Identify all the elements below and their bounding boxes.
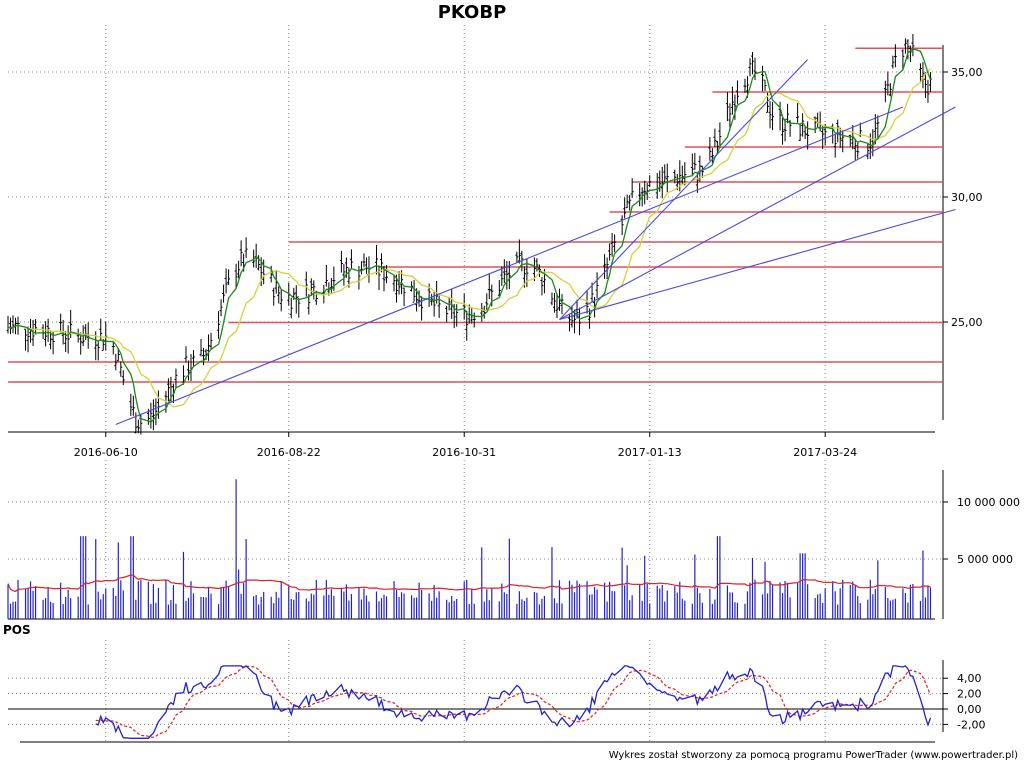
pos-line	[95, 665, 932, 739]
price-x-tick-label-4: 2017-03-24	[793, 446, 857, 459]
volume-y-tick-label-0: 5 000 000	[957, 553, 1013, 566]
ma-long-line	[7, 67, 931, 408]
credit-text: Wykres został stworzony za pomocą progra…	[608, 750, 1018, 761]
price-x-tick-label-1: 2016-08-22	[257, 446, 321, 459]
price-y-tick-label-0: 25,00	[951, 316, 983, 329]
osc-y-tick-label-2: 2,00	[957, 688, 982, 701]
price-x-tick-label-2: 2016-10-31	[432, 446, 496, 459]
osc-y-tick-label-1: 0,00	[957, 703, 982, 716]
volume-y-tick-label-1: 10 000 000	[957, 496, 1020, 509]
price-x-tick-label-3: 2017-01-13	[618, 446, 682, 459]
trend-line-2	[559, 208, 956, 321]
oscillator-label: POS	[3, 623, 31, 637]
chart-title: PKOBP	[437, 2, 507, 23]
osc-y-tick-label-3: 4,00	[957, 672, 982, 685]
osc-y-tick-label-0: -2,00	[957, 718, 985, 731]
price-y-tick-label-2: 35,00	[951, 66, 983, 79]
volume-ma-line	[7, 574, 931, 593]
ma-short-line	[7, 47, 932, 423]
trend-line-0	[115, 106, 904, 426]
price-x-tick-label-0: 2016-06-10	[74, 446, 138, 459]
trend-line-1	[559, 106, 956, 320]
price-y-tick-label-1: 30,00	[951, 191, 983, 204]
pos-signal-line	[95, 665, 932, 738]
trend-line-3	[559, 59, 809, 320]
